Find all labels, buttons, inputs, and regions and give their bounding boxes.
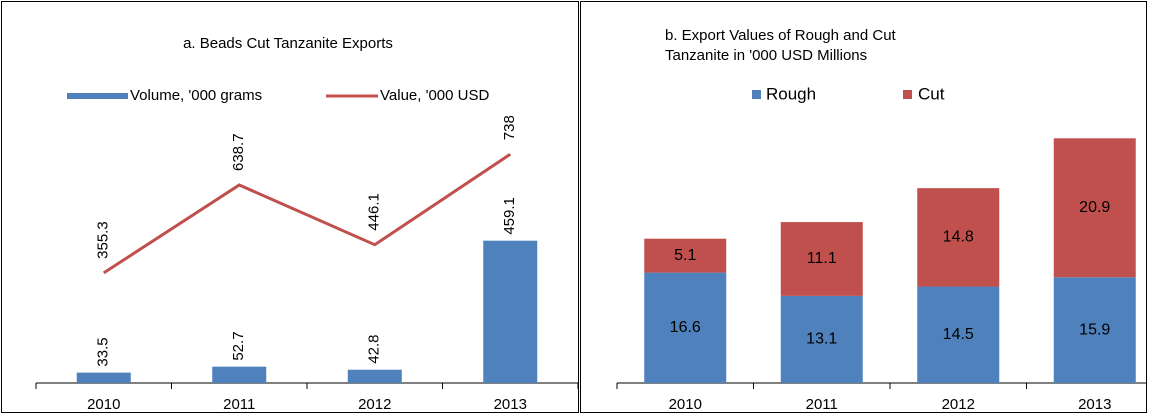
- x-tick-label: 2010: [669, 396, 702, 413]
- data-label: 355.3: [95, 221, 112, 259]
- x-tick-label: 2013: [494, 396, 527, 413]
- data-label: 459.1: [501, 197, 518, 235]
- bar: [212, 366, 267, 383]
- data-label: 5.1: [674, 247, 696, 264]
- data-label: 14.5: [943, 326, 974, 343]
- data-label: 738: [501, 115, 518, 140]
- legend-label: Volume, '000 grams: [130, 87, 262, 104]
- panel-frame: [580, 1, 1147, 413]
- line: [102, 152, 512, 275]
- x-tick-label: 2010: [87, 396, 120, 413]
- bar-segment: [1053, 277, 1136, 383]
- data-label: 638.7: [230, 133, 247, 171]
- data-label: 52.7: [230, 331, 247, 360]
- data-label: 11.1: [807, 250, 837, 267]
- legend-label: Cut: [918, 84, 945, 103]
- x-tick-label: 2012: [358, 396, 391, 413]
- x-tick-label: 2013: [1078, 396, 1111, 413]
- x-tick-label: 2011: [223, 396, 255, 413]
- chart-title: Tanzanite in '000 USD Millions: [665, 47, 867, 64]
- bar-segment: [1053, 138, 1136, 278]
- bar: [76, 372, 131, 383]
- data-label: 20.9: [1079, 199, 1110, 216]
- x-tick-label: 2011: [806, 396, 838, 413]
- legend-swatch: [752, 90, 761, 99]
- x-tick-label: 2012: [942, 396, 975, 413]
- bar: [347, 369, 402, 383]
- chart-title: a. Beads Cut Tanzanite Exports: [183, 35, 393, 52]
- data-label: 15.9: [1079, 321, 1110, 338]
- data-label: 42.8: [366, 335, 383, 364]
- bar-segment: [917, 188, 1000, 287]
- data-label: 13.1: [806, 331, 837, 348]
- bar: [483, 240, 538, 383]
- data-label: 16.6: [670, 319, 701, 336]
- legend-label: Value, '000 USD: [380, 87, 489, 104]
- bar-segment: [917, 286, 1000, 383]
- bar-segment: [644, 272, 727, 383]
- legend-label: Rough: [766, 84, 816, 103]
- bar-segment: [644, 238, 727, 273]
- data-label: 33.5: [95, 337, 112, 366]
- bar-segment: [780, 222, 863, 296]
- panel-frame: [1, 1, 579, 413]
- chart-title: b. Export Values of Rough and Cut: [665, 27, 897, 44]
- legend-swatch: [67, 93, 128, 99]
- legend-swatch: [903, 90, 912, 99]
- data-label: 14.8: [943, 229, 974, 246]
- bar-segment: [780, 295, 863, 383]
- data-label: 446.1: [366, 193, 383, 231]
